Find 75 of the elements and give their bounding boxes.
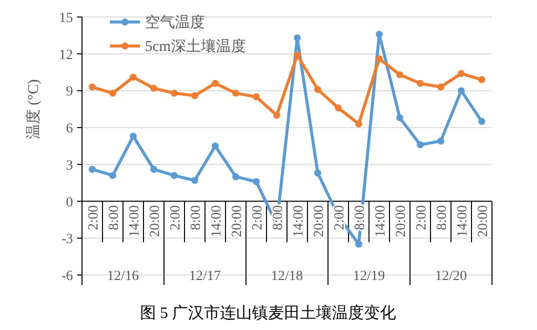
point: [88, 84, 96, 91]
x-tick-label: 8:00: [352, 205, 368, 230]
y-tick-label: 12: [59, 48, 73, 63]
point: [294, 34, 301, 42]
point: [437, 84, 444, 91]
point: [170, 90, 178, 97]
point: [458, 70, 465, 78]
point: [191, 176, 198, 184]
y-tick-label: -3: [61, 232, 73, 248]
x-tick-label: 14:00: [291, 205, 306, 238]
y-axis-title: 温度 (°C): [25, 79, 42, 140]
y-tick-label: 15: [59, 11, 73, 26]
point: [376, 30, 383, 38]
point: [109, 172, 116, 179]
x-tick-label: 20:00: [476, 205, 491, 238]
y-tick-label: 3: [66, 158, 73, 174]
x-tick-label: 14:00: [127, 205, 142, 238]
point: [150, 84, 158, 92]
point: [191, 92, 198, 100]
x-tick-label: 20:00: [230, 205, 245, 238]
point: [376, 55, 383, 62]
point: [109, 90, 116, 97]
x-tick-label: 2:00: [414, 205, 430, 230]
point: [130, 132, 137, 140]
point: [334, 104, 342, 112]
point: [314, 86, 322, 93]
legend-label: 5cm深土壤温度: [145, 38, 246, 55]
x-tick-label: 14:00: [209, 205, 224, 238]
point: [232, 173, 240, 180]
point: [416, 141, 424, 148]
x-tick-label: 8:00: [106, 205, 122, 230]
point: [273, 112, 280, 119]
annotation: 12/18: [271, 269, 303, 284]
point: [232, 90, 240, 97]
x-tick-label: 8:00: [188, 205, 204, 230]
point: [212, 142, 219, 150]
point: [252, 178, 260, 186]
x-tick-label: 8:00: [434, 205, 450, 230]
point: [416, 80, 424, 87]
point: [458, 87, 465, 94]
x-tick-label: 20:00: [148, 205, 163, 238]
point: [396, 71, 404, 78]
x-tick-label: 20:00: [312, 205, 327, 238]
y-tick-label: 9: [66, 84, 73, 100]
x-tick-label: 2:00: [332, 205, 348, 230]
x-tick-label: 20:00: [394, 205, 409, 238]
x-tick-label: 2:00: [250, 205, 266, 230]
point: [294, 52, 301, 59]
annotation: 12/20: [435, 269, 467, 284]
point: [437, 138, 444, 145]
x-tick-label: 14:00: [373, 205, 388, 238]
point: [130, 74, 137, 81]
x-tick-label: 2:00: [168, 205, 184, 230]
y-tick-label: 0: [66, 195, 73, 210]
annotation: 12/17: [189, 269, 221, 284]
point: [150, 166, 158, 173]
annotation: 12/16: [107, 269, 139, 284]
point: [252, 93, 260, 100]
point: [396, 114, 404, 122]
point: [355, 120, 362, 128]
point: [478, 118, 486, 125]
x-tick-label: 2:00: [86, 205, 102, 230]
point: [478, 76, 486, 84]
point: [212, 80, 219, 87]
annotation: 12/19: [353, 269, 385, 284]
text: 图 5 广汉市连山镇麦田土壤温度变化: [140, 304, 396, 322]
x-tick-label: 8:00: [270, 205, 286, 230]
point: [314, 170, 322, 177]
x-tick-label: 14:00: [455, 205, 470, 238]
legend-label: 空气温度: [145, 14, 205, 31]
point: [170, 172, 178, 179]
point: [355, 240, 362, 248]
y-tick-label: -6: [61, 269, 73, 284]
y-tick-label: 6: [66, 122, 73, 137]
point: [88, 166, 96, 173]
